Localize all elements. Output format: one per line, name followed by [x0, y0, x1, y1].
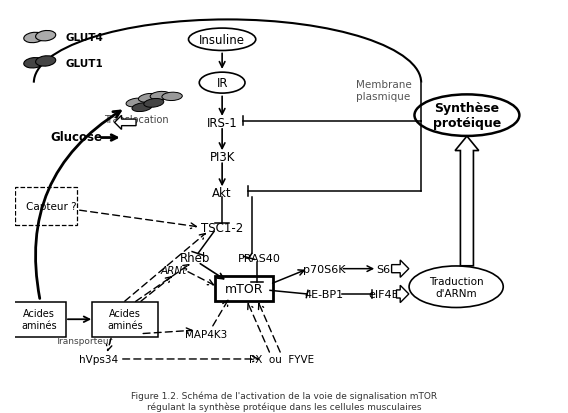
Ellipse shape [150, 92, 170, 101]
Text: p70S6K: p70S6K [303, 264, 345, 274]
Text: IR: IR [216, 77, 228, 90]
Text: PRAS40: PRAS40 [239, 253, 281, 263]
Text: Capteur ?: Capteur ? [26, 202, 76, 211]
Ellipse shape [409, 266, 503, 308]
Ellipse shape [24, 58, 44, 69]
Ellipse shape [132, 104, 152, 112]
PathPatch shape [396, 286, 409, 303]
Ellipse shape [162, 93, 182, 101]
Text: Acides
aminés: Acides aminés [107, 309, 143, 330]
Text: PI3K: PI3K [210, 151, 235, 164]
Ellipse shape [199, 73, 245, 94]
Text: Figure 1.2. Schéma de l'activation de la voie de signalisation mTOR
régulant la : Figure 1.2. Schéma de l'activation de la… [131, 390, 437, 411]
Ellipse shape [24, 33, 44, 44]
Text: 4E-BP1: 4E-BP1 [305, 289, 344, 299]
Text: Acides
aminés: Acides aminés [22, 309, 57, 330]
FancyBboxPatch shape [92, 302, 158, 337]
Text: Transporteur: Transporteur [55, 336, 112, 345]
PathPatch shape [391, 260, 409, 278]
Text: hVps34: hVps34 [79, 354, 118, 364]
Text: MAP4K3: MAP4K3 [185, 329, 227, 339]
Text: GLUT4: GLUT4 [65, 33, 103, 43]
FancyBboxPatch shape [215, 277, 273, 301]
Ellipse shape [36, 57, 56, 67]
Text: Rheb: Rheb [180, 252, 210, 265]
FancyBboxPatch shape [11, 302, 66, 337]
Text: Glucose: Glucose [51, 131, 103, 144]
Text: Membrane
plasmique: Membrane plasmique [356, 80, 411, 102]
Ellipse shape [189, 29, 256, 51]
Text: PX  ou  FYVE: PX ou FYVE [249, 354, 314, 364]
Text: mTOR: mTOR [224, 282, 263, 295]
Text: Akt: Akt [212, 187, 232, 200]
Ellipse shape [139, 94, 158, 103]
Ellipse shape [415, 95, 519, 137]
PathPatch shape [115, 116, 136, 130]
Text: S6: S6 [377, 264, 391, 274]
Ellipse shape [36, 31, 56, 42]
Ellipse shape [144, 99, 164, 108]
Text: Synthèse
protéique: Synthèse protéique [433, 102, 501, 130]
Text: Insuline: Insuline [199, 34, 245, 47]
Text: Translocation: Translocation [104, 114, 168, 124]
Ellipse shape [126, 99, 146, 108]
Text: TSC1-2: TSC1-2 [201, 221, 243, 234]
Text: GLUT1: GLUT1 [65, 59, 103, 69]
Text: ARNt: ARNt [161, 266, 187, 276]
Text: Traduction
d'ARNm: Traduction d'ARNm [429, 276, 483, 298]
Text: IRS-1: IRS-1 [207, 116, 237, 130]
Text: eIF4E: eIF4E [368, 289, 399, 299]
PathPatch shape [455, 137, 479, 266]
